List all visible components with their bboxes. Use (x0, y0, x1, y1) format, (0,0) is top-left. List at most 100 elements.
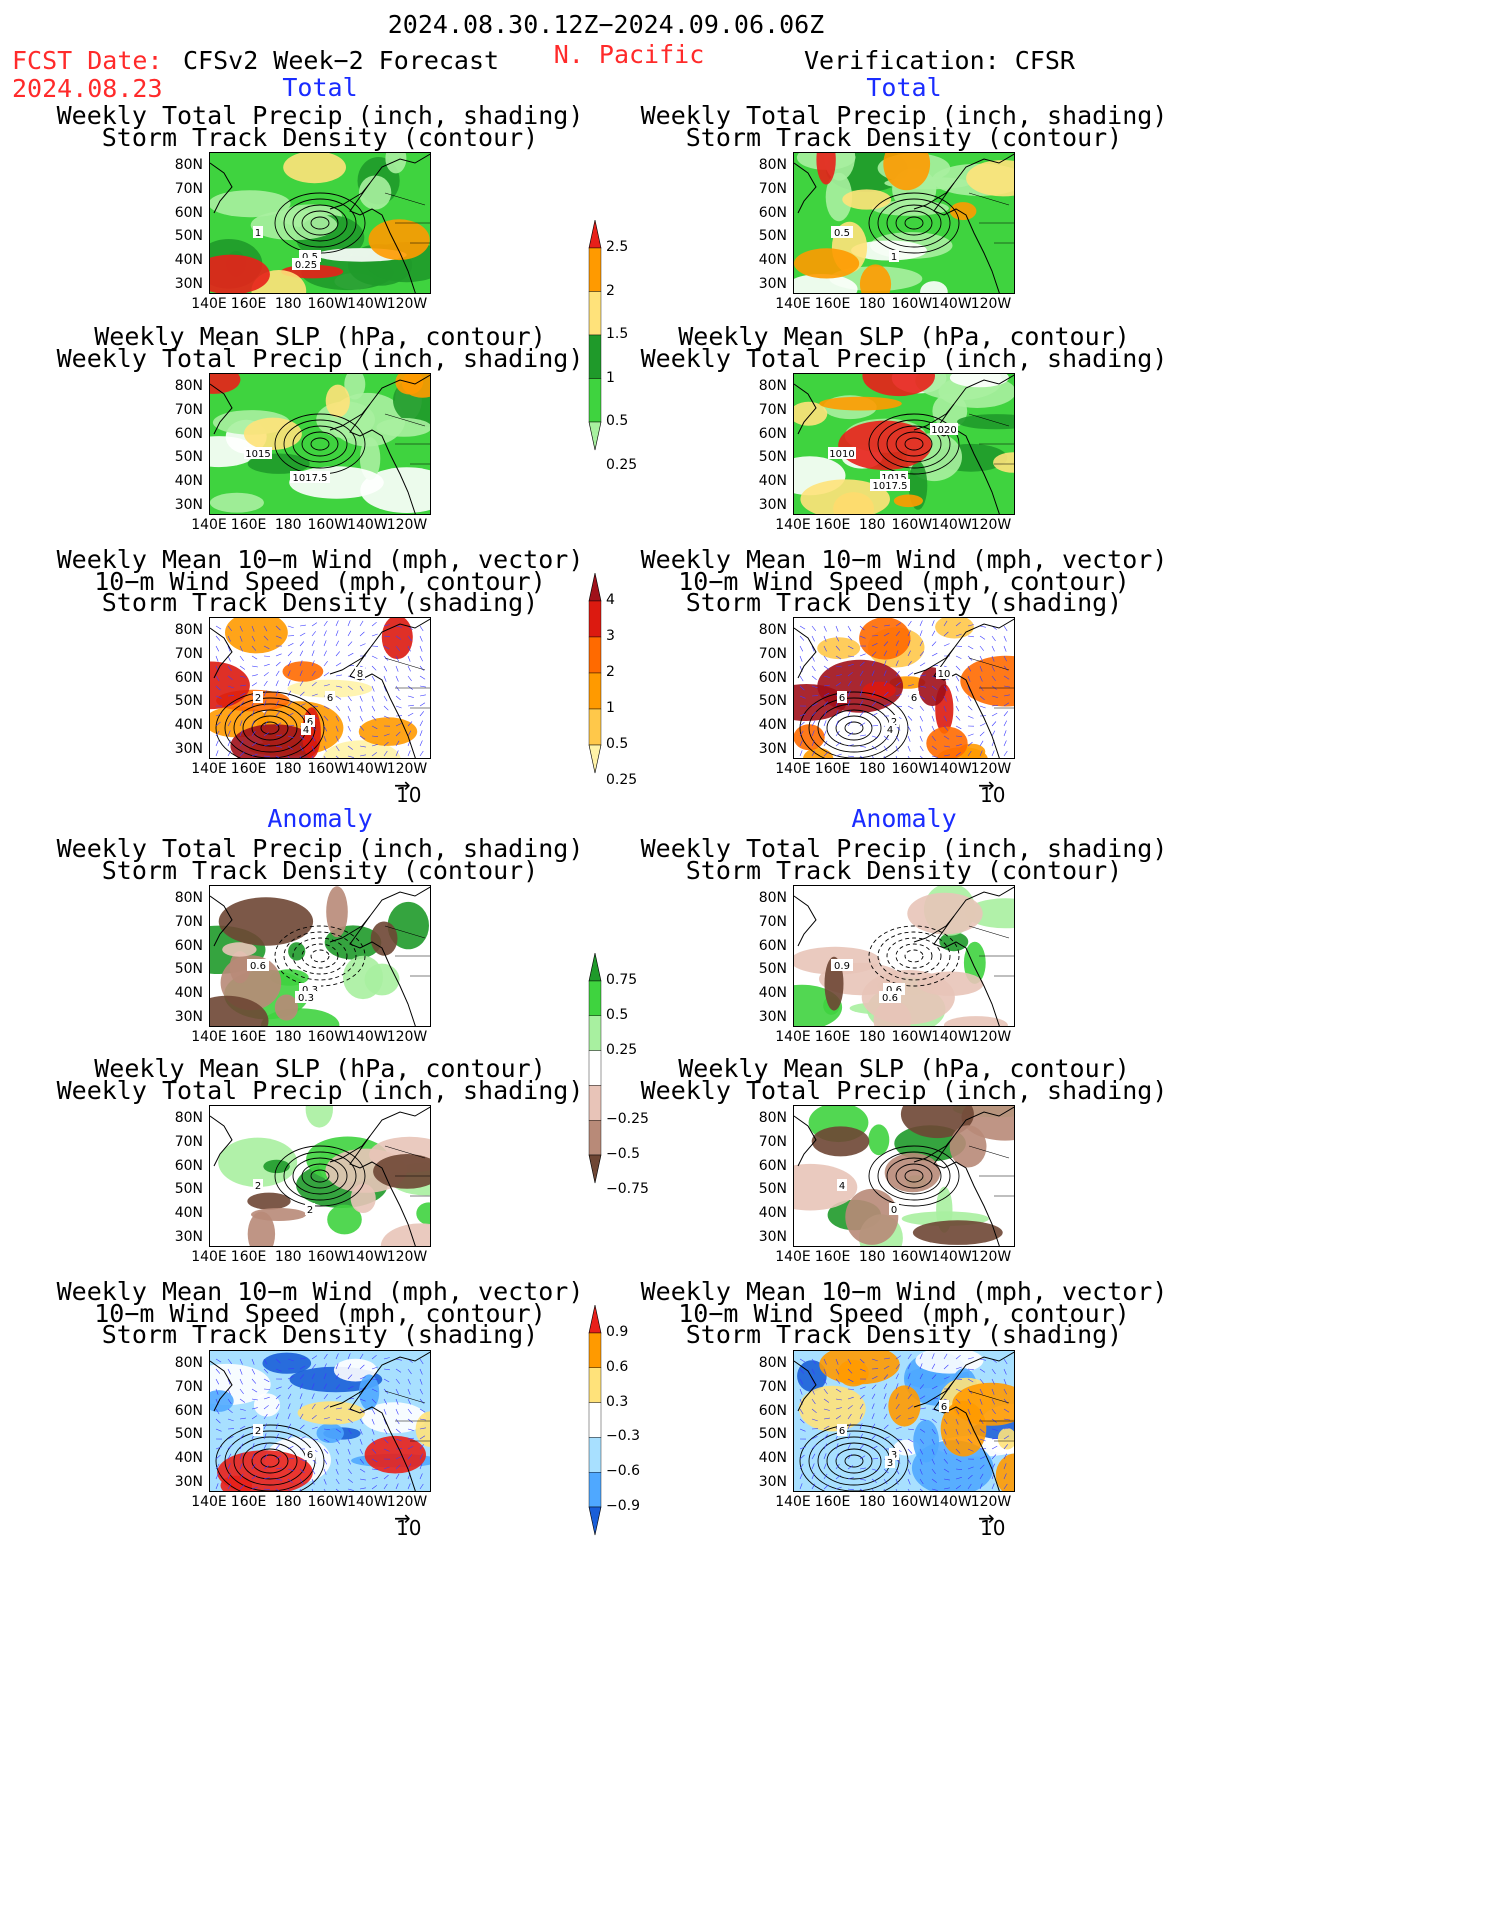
map-panel-r1-left: 1 0.5 0.25 (209, 152, 431, 294)
wind-vector (407, 704, 414, 707)
wind-vector (371, 744, 378, 747)
wind-vector (239, 1368, 243, 1375)
wind-vector (859, 1488, 864, 1491)
wind-vector (395, 675, 399, 682)
wind-vector (347, 1385, 354, 1390)
contour-label: 1015 (245, 449, 270, 460)
wind-vector (227, 1483, 232, 1490)
wind-vector (883, 1478, 888, 1485)
wind-vector (287, 625, 294, 629)
storm-density-heavy (794, 684, 847, 721)
wind-vector (871, 1468, 878, 1472)
lat-tick-label: 30N (174, 1229, 203, 1245)
panel-title-r3-right-line2: 10−m Wind Speed (mph, contour) (678, 566, 1130, 596)
dry-anomaly-shading (912, 1220, 1003, 1245)
wind-vector (215, 1378, 220, 1385)
wind-vector (895, 681, 901, 687)
wind-vector (335, 651, 341, 657)
lon-tick-label: 160W (891, 1249, 933, 1265)
wind-vector (931, 725, 935, 732)
coastline-alaska (913, 647, 955, 675)
wind-vector (323, 650, 327, 657)
wind-vector (811, 675, 817, 681)
colorbar-segment (588, 672, 602, 710)
wind-vector (263, 680, 268, 687)
wind-vector (347, 1488, 354, 1491)
wind-vector (371, 621, 377, 627)
coastline-north-america (349, 886, 430, 1026)
lat-tick-label: 70N (174, 1378, 203, 1395)
wind-vector (419, 1368, 423, 1375)
wind-vector (835, 1398, 842, 1401)
precip-shading (344, 374, 366, 400)
wind-vector (251, 682, 258, 687)
heavy-precip-shading (993, 452, 1014, 473)
wind-vector (311, 622, 318, 627)
wind-vector (287, 1434, 293, 1440)
heavy-precip-shading (368, 219, 430, 261)
wind-vector (383, 1474, 389, 1480)
wind-speed-contour (233, 1436, 307, 1486)
wind-vector (907, 630, 911, 637)
wind-vector (871, 1458, 879, 1460)
wind-vector (335, 1407, 342, 1410)
wind-vector (919, 1428, 926, 1433)
wind-vector (335, 1488, 339, 1491)
lon-tick-label: 140E (775, 1029, 811, 1045)
wind-vector (895, 735, 900, 742)
wind-vector (967, 1474, 973, 1480)
wind-vector (215, 1473, 219, 1480)
wind-vector (419, 1473, 423, 1480)
wind-vector (263, 721, 268, 727)
colorbar-label: 2 (606, 664, 615, 680)
heavy-precip-shading (862, 374, 935, 397)
wind-vector (835, 741, 841, 747)
wind-vector (407, 1388, 411, 1395)
wind-vector (955, 752, 961, 757)
wind-vector (323, 1458, 328, 1465)
wind-vector (811, 665, 816, 672)
wind-vector (419, 1427, 426, 1430)
wind-vector (883, 1374, 889, 1380)
wind-speed-contour (215, 1424, 325, 1491)
map-panel-r4-left: 0.6 0.3 0.3 (209, 885, 431, 1027)
lon-tick-label: 120W (970, 517, 1012, 533)
wind-vector (991, 1378, 995, 1385)
wind-vector (1003, 1408, 1010, 1413)
contour-line (868, 192, 960, 254)
coastline-asia (210, 895, 233, 947)
wind-vector (371, 1448, 377, 1454)
wind-vector (419, 720, 423, 727)
lat-tick-label: 50N (758, 449, 787, 466)
wind-vector (919, 1458, 923, 1465)
lat-tick-label: 70N (174, 180, 203, 197)
wind-vector (299, 624, 306, 627)
wind-vector (287, 712, 294, 717)
wind-vector (299, 1468, 305, 1474)
heavy-precip-shading (819, 396, 902, 411)
panel-title-r3-right-line3: Storm Track Density (shading) (685, 588, 1123, 617)
wind-vector (323, 1383, 327, 1390)
contour-label: 2 (307, 1205, 313, 1216)
wind-vector (907, 1373, 911, 1380)
map-canvas: 6 24 10 6 (794, 618, 1014, 758)
dry-anomaly-shading (845, 1188, 899, 1245)
map-canvas: 40 (794, 1106, 1014, 1246)
wind-vector (275, 1433, 279, 1440)
wind-vector (299, 641, 305, 647)
wind-vector (883, 641, 889, 647)
wind-vector (859, 711, 865, 717)
wind-vector (263, 655, 271, 657)
wind-vector (323, 755, 326, 758)
wind-vector (419, 1483, 424, 1490)
contour-line (274, 1145, 366, 1207)
wind-vector (883, 1403, 887, 1410)
colorbar-top-triangle (588, 219, 602, 249)
lon-tick-label: 160E (814, 1029, 851, 1045)
contour-label: 0.5 (834, 228, 850, 239)
wind-vector (943, 1478, 950, 1481)
wind-vector (907, 1458, 912, 1465)
wind-vector (359, 1458, 365, 1464)
contour-label: 6 (839, 1426, 845, 1437)
